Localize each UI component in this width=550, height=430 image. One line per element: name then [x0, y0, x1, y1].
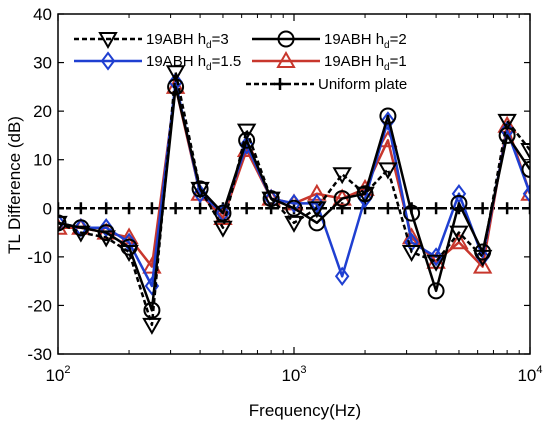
plot-content	[58, 65, 530, 335]
data-point	[307, 201, 327, 219]
data-point	[522, 184, 530, 204]
data-point	[430, 202, 443, 215]
series-line	[58, 85, 530, 312]
data-point	[100, 202, 113, 215]
y-tick-label: 0	[43, 199, 52, 218]
data-point	[472, 256, 493, 274]
data-point	[119, 245, 139, 263]
series-2	[58, 78, 530, 319]
y-tick-label: 40	[33, 5, 52, 24]
data-point	[261, 191, 281, 209]
y-tick-label: 30	[33, 54, 52, 73]
data-point	[427, 282, 445, 300]
legend-marker	[98, 32, 118, 50]
legend-marker	[100, 51, 116, 71]
y-tick-label: -10	[27, 248, 52, 267]
y-tick-label: -20	[27, 296, 52, 315]
legend-marker	[276, 50, 296, 68]
legend-entry-5: Uniform plate	[246, 76, 407, 93]
data-point	[96, 230, 116, 248]
data-point	[472, 249, 493, 267]
data-point	[58, 214, 67, 232]
legend-entry-1: 19ABH hd=3	[74, 31, 229, 51]
data-point	[145, 202, 158, 215]
legend-label: 19ABH hd=1	[324, 53, 407, 73]
data-point	[236, 123, 257, 141]
x-tick-label: 104	[517, 364, 542, 385]
data-point	[309, 193, 325, 214]
data-point	[74, 202, 87, 215]
data-point	[194, 202, 207, 215]
data-point	[501, 202, 514, 215]
data-point	[497, 113, 517, 131]
y-axis-label: TL Difference (dB)	[5, 116, 24, 254]
data-point	[169, 202, 182, 215]
legend-label: 19ABH hd=2	[324, 31, 407, 51]
legend-entry-3: 19ABH hd=1.5	[74, 51, 241, 73]
legend-label: Uniform plate	[318, 76, 407, 93]
data-point	[403, 204, 421, 222]
series-1	[58, 65, 530, 335]
data-point	[58, 213, 66, 233]
data-point	[520, 183, 530, 201]
axis-ticks: -30 -20 -10 0 10 20 30 40 102 103 104	[27, 5, 542, 385]
data-point	[332, 167, 352, 185]
legend-entry-4: 19ABH hd=1	[252, 50, 407, 73]
series-line	[58, 80, 530, 288]
data-point	[142, 317, 162, 335]
data-point	[213, 220, 233, 238]
y-tick-label: -30	[27, 345, 52, 364]
data-point	[521, 160, 530, 178]
data-point	[98, 218, 114, 238]
series-line	[58, 71, 530, 327]
data-point	[307, 183, 327, 201]
data-point	[190, 181, 210, 199]
x-tick-label: 103	[281, 364, 306, 385]
data-point	[451, 184, 467, 204]
data-point	[381, 202, 394, 215]
data-point	[284, 215, 304, 233]
data-point	[380, 111, 396, 131]
data-point	[333, 190, 351, 208]
legend-marker	[274, 78, 286, 90]
data-point	[449, 232, 469, 250]
data-point	[401, 245, 422, 263]
data-point	[520, 143, 530, 161]
data-point	[71, 225, 91, 243]
data-point	[476, 202, 489, 215]
data-point	[286, 193, 302, 214]
data-point	[58, 215, 68, 233]
data-point	[450, 194, 468, 212]
data-point	[285, 199, 303, 217]
x-tick-label: 102	[45, 364, 70, 385]
data-point	[428, 247, 444, 267]
data-point	[379, 107, 397, 125]
y-tick-label: 10	[33, 151, 52, 170]
legend-entry-2: 19ABH hd=2	[252, 30, 407, 51]
x-axis-label: Frequency(Hz)	[249, 401, 361, 420]
legend-label: 19ABH hd=3	[146, 31, 229, 51]
legend-marker	[277, 30, 295, 48]
legend-label: 19ABH hd=1.5	[146, 53, 241, 73]
data-point	[334, 266, 350, 286]
data-point	[165, 65, 186, 83]
series-3	[58, 72, 530, 296]
data-point	[449, 225, 469, 243]
data-point	[240, 202, 253, 215]
y-tick-label: 20	[33, 102, 52, 121]
data-point	[355, 186, 375, 204]
data-point	[123, 202, 136, 215]
data-point	[378, 162, 398, 180]
legend: 19ABH hd=3 19ABH hd=2 19ABH hd=1.5 19ABH hd…	[74, 30, 407, 93]
data-point	[426, 254, 446, 272]
